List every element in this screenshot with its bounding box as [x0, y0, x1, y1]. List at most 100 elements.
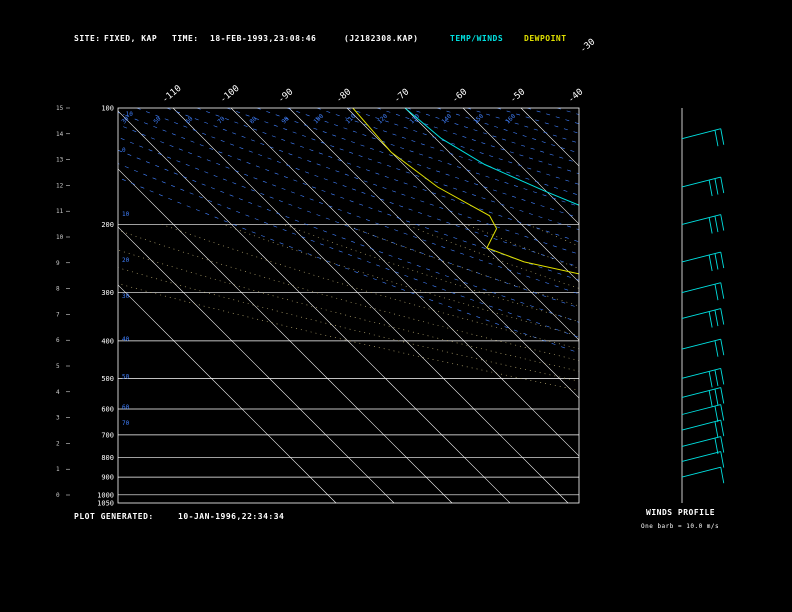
- pressure-tick-label: 600: [101, 405, 114, 413]
- legend-dewpoint: DEWPOINT: [524, 34, 567, 43]
- dry-adiabat-line: [118, 163, 579, 338]
- temperature-line: [404, 108, 579, 206]
- isotherm-line: [118, 284, 337, 503]
- moist-adiabat-line: [118, 249, 579, 372]
- height-tick-label: 12: [56, 182, 64, 189]
- wind-barb-shaft: [681, 387, 721, 398]
- isotherm-line: [404, 108, 579, 283]
- height-tick-label: 9: [56, 260, 60, 267]
- theta-side-label: 30: [122, 293, 130, 300]
- wind-barb-flag: [714, 309, 719, 327]
- wind-barb-flag: [720, 436, 725, 453]
- legend-temp-winds: TEMP/WINDS: [450, 34, 504, 43]
- dewpoint-line: [352, 108, 579, 275]
- wind-barb-flag: [708, 371, 713, 388]
- temp-top-tick-label: -90: [277, 87, 296, 105]
- dry-adiabat-line: [226, 108, 579, 230]
- isotherm-line: [346, 108, 579, 341]
- wind-barb-flag: [714, 215, 719, 233]
- dry-adiabat-line: [587, 108, 792, 503]
- winds-profile-title: WINDS PROFILE: [646, 508, 716, 517]
- mixing-ratio-line: [755, 341, 792, 503]
- wind-barb-flag: [708, 311, 713, 328]
- height-tick-label: 0: [56, 492, 60, 499]
- wind-barb-flag: [714, 253, 719, 270]
- generated-value: 10-JAN-1996,22:34:34: [178, 512, 285, 521]
- file-id: (J2182308.KAP): [344, 34, 419, 43]
- theta-side-label: -10: [122, 111, 133, 118]
- wind-barb-flag: [714, 178, 719, 195]
- wind-barb-shaft: [681, 176, 721, 188]
- dry-adiabat-line: [617, 108, 792, 503]
- isotherm-line: [695, 108, 792, 503]
- dry-adiabat-line: [118, 124, 579, 295]
- height-tick-label: 6: [56, 337, 60, 344]
- height-tick-label: 1: [56, 466, 60, 473]
- theta-label: 80: [248, 115, 258, 125]
- wind-barb-flag: [714, 406, 719, 423]
- theta-side-label: 70: [122, 420, 130, 427]
- temp-top-tick-label: -40: [567, 87, 586, 105]
- isotherm-line: [118, 168, 453, 503]
- dry-adiabat-line: [166, 108, 579, 255]
- winds-profile-panel: [681, 108, 725, 503]
- wind-barb-shaft: [681, 451, 721, 462]
- temp-top-tick-label: -110: [161, 84, 184, 106]
- theta-label: 120: [376, 113, 389, 126]
- height-tick-label: 4: [56, 389, 60, 396]
- height-tick-label: 5: [56, 363, 60, 370]
- wind-barb-flag: [708, 179, 713, 197]
- theta-label: 50: [152, 115, 162, 125]
- isotherm-line: [637, 108, 792, 503]
- wind-barb-shaft: [681, 466, 721, 478]
- dry-adiabat-line: [406, 108, 579, 164]
- isotherm-line: [172, 108, 569, 503]
- temp-top-tick-label: -60: [451, 87, 470, 105]
- temp-top-tick-label: -70: [393, 87, 412, 105]
- wind-barb-shaft: [681, 436, 721, 447]
- temp-top-tick-label: -100: [219, 84, 242, 106]
- wind-barb-flag: [708, 217, 713, 234]
- wind-barb-flag: [714, 340, 719, 357]
- dry-adiabat-line: [256, 108, 579, 219]
- isotherm-line: [520, 108, 579, 167]
- wind-barb-flag: [720, 467, 725, 484]
- theta-label: 150: [472, 113, 485, 126]
- dry-adiabat-line: [316, 108, 579, 196]
- wind-barb-shaft: [681, 214, 721, 225]
- moist-adiabat-line: [118, 229, 579, 361]
- generated-label: PLOT GENERATED:: [74, 512, 154, 521]
- wind-barb-flag: [720, 339, 725, 356]
- theta-label: 30: [120, 115, 130, 125]
- wind-barb-flag: [720, 128, 725, 145]
- isotherm-line: [118, 226, 395, 503]
- theta-label: 60: [184, 115, 194, 125]
- pressure-tick-label: 1050: [97, 500, 114, 508]
- dry-adiabat-line: [118, 112, 579, 281]
- theta-label: 70: [216, 115, 226, 125]
- moist-adiabat-line: [222, 224, 579, 337]
- site-value: FIXED, KAP: [104, 34, 158, 43]
- temp-top-tick-label: -50: [509, 87, 528, 105]
- wind-barb-flag: [720, 368, 725, 385]
- moist-adiabat-line: [344, 224, 579, 307]
- height-tick-label: 14: [56, 131, 64, 138]
- temp-right-tick-label: -30: [579, 37, 598, 55]
- theta-side-label: 0: [122, 147, 126, 154]
- pressure-tick-label: 500: [101, 375, 114, 383]
- height-tick-label: 10: [56, 234, 64, 241]
- isotherm-line: [288, 108, 579, 399]
- height-tick-label: 3: [56, 415, 60, 422]
- pressure-tick-label: 300: [101, 289, 114, 297]
- wind-barb-flag: [714, 437, 719, 455]
- wind-barb-flag: [720, 451, 725, 468]
- wind-barb-flag: [720, 404, 725, 421]
- sounding-series: [352, 108, 579, 275]
- wind-barb-flag: [714, 421, 719, 438]
- theta-label: 90: [280, 115, 290, 125]
- wind-barb-flag: [708, 254, 713, 272]
- height-tick-label: 11: [56, 208, 64, 215]
- wind-barb-shaft: [681, 251, 721, 263]
- theta-side-label: 50: [122, 373, 130, 380]
